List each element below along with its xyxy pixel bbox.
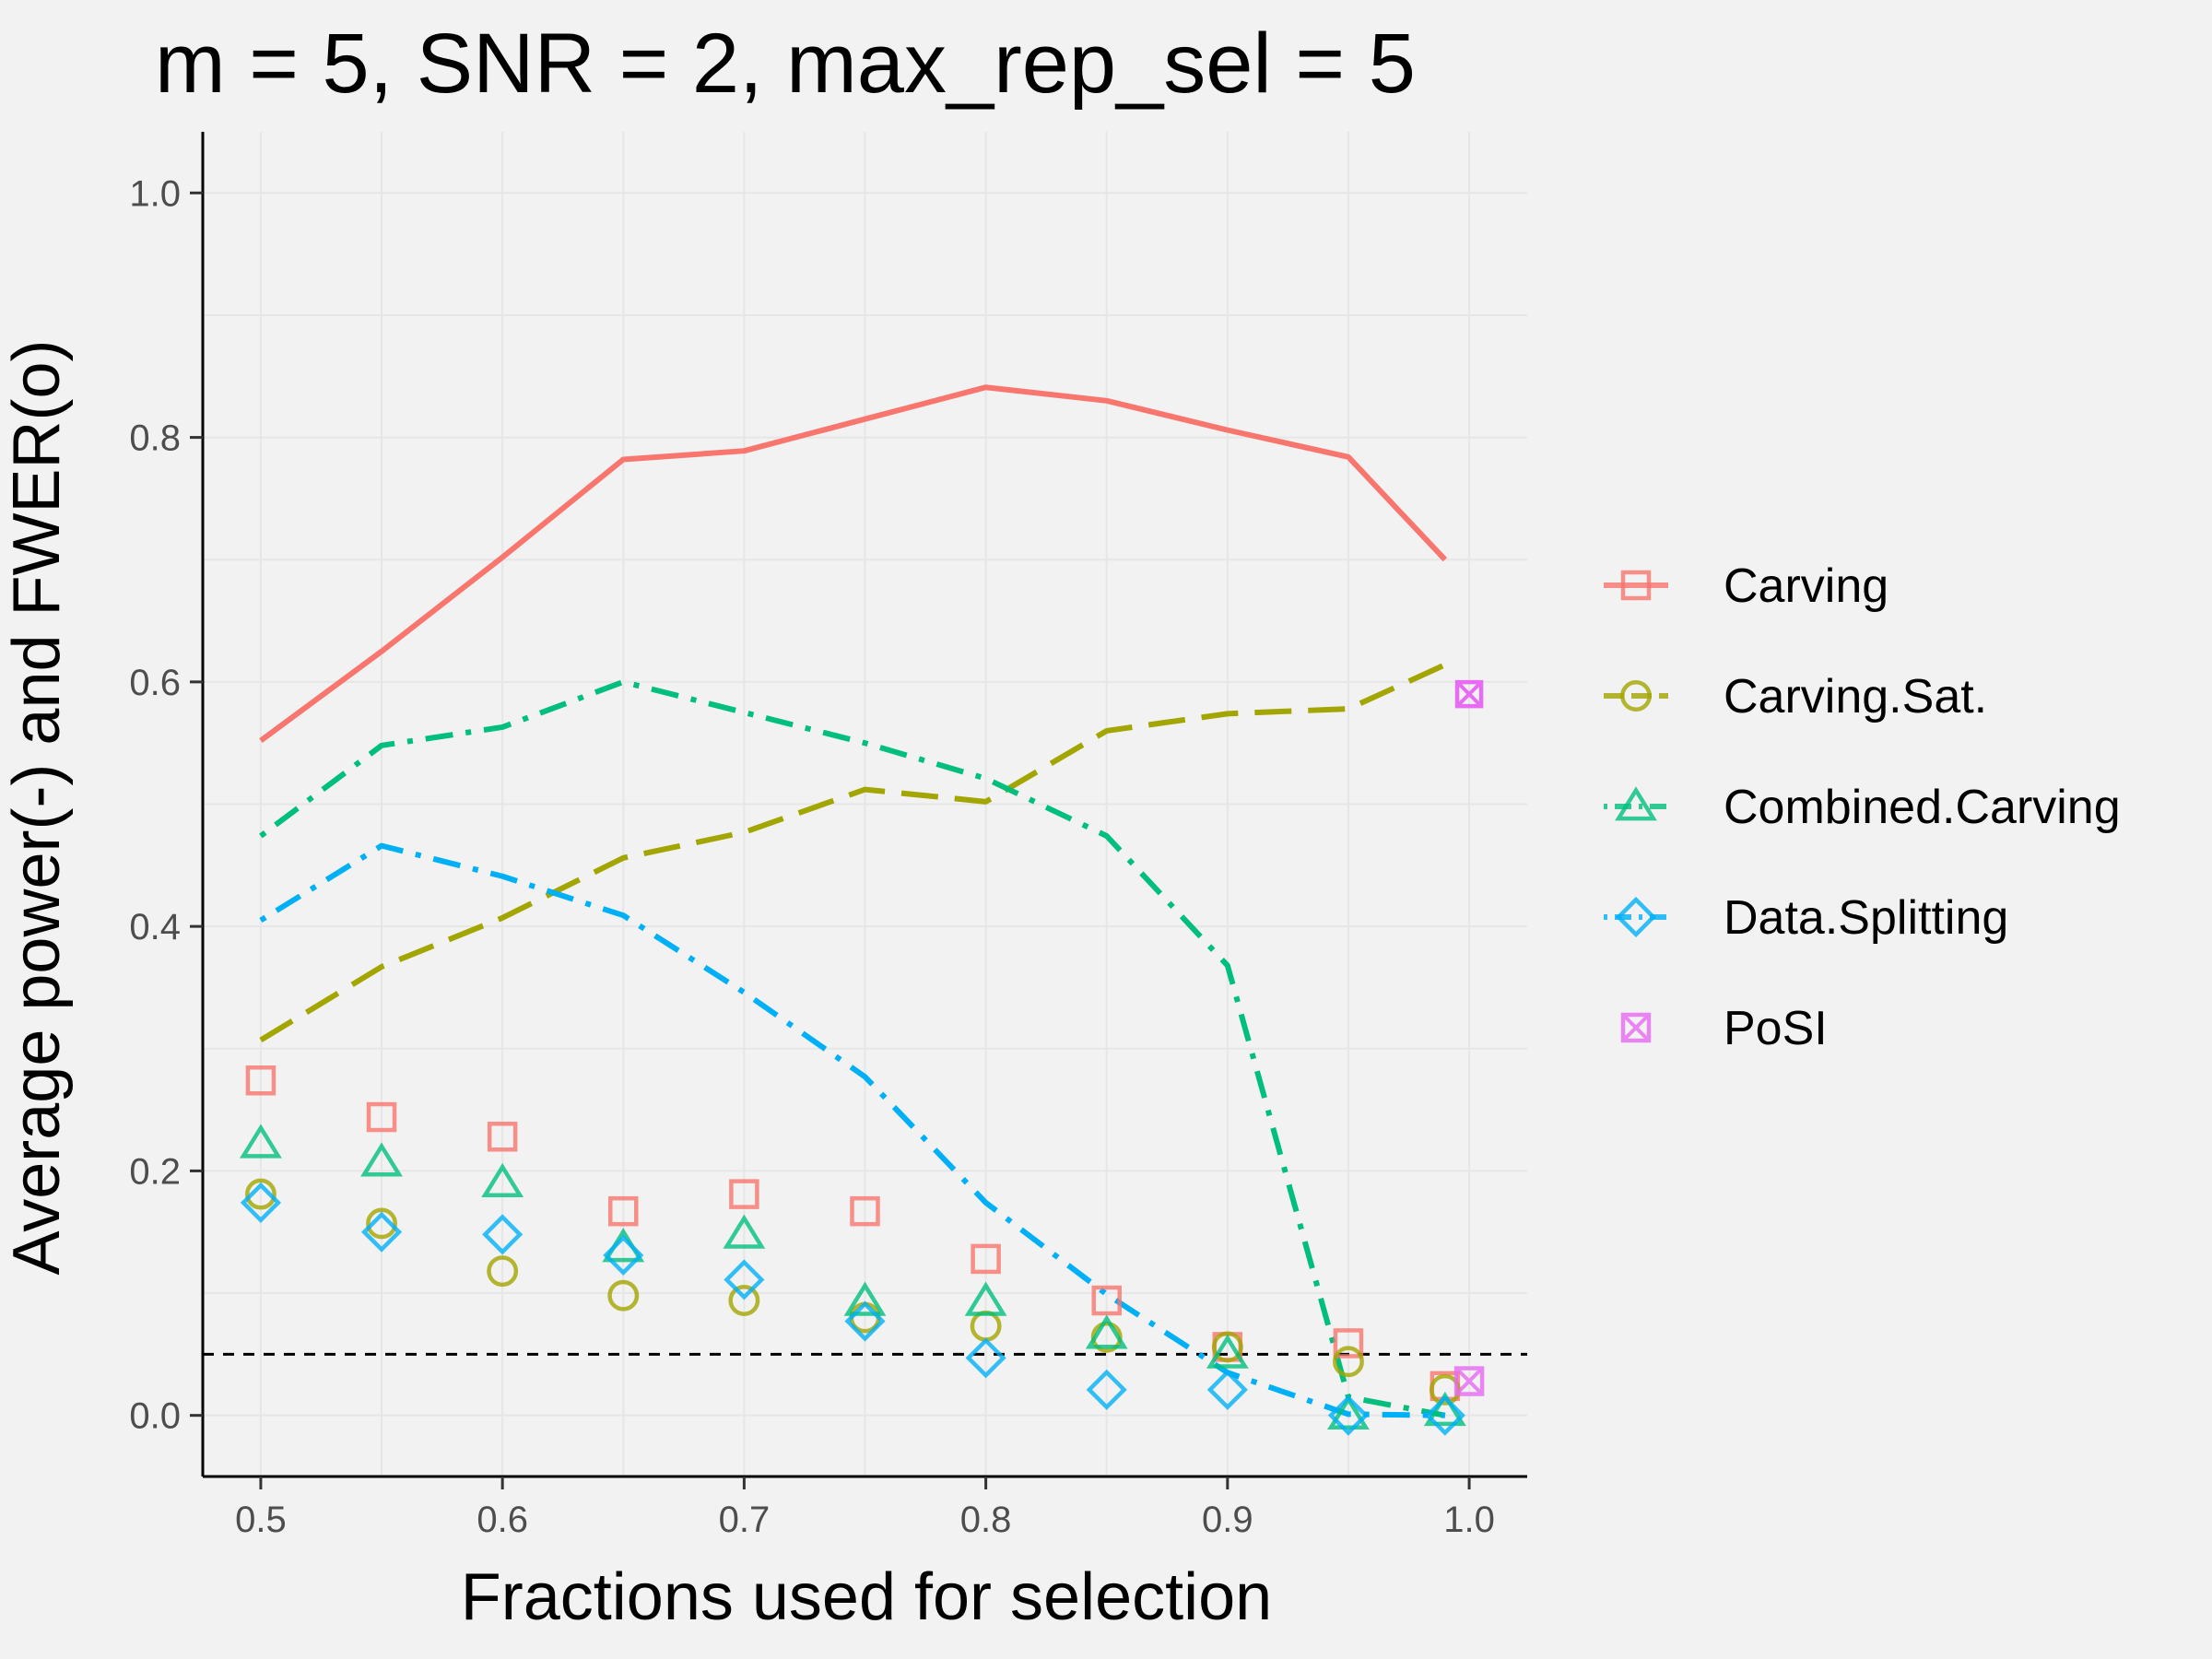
legend-marker — [1615, 896, 1657, 938]
fwer-point-combined-carving — [1327, 1394, 1370, 1430]
fwer-point-carving-sat — [1211, 1331, 1243, 1363]
fwer-point-data-splitting — [603, 1234, 644, 1277]
legend-label: Carving — [1724, 559, 1888, 613]
fwer-point-combined-carving — [1206, 1334, 1249, 1369]
legend-item-data-splitting: Data.Splitting — [1604, 891, 2008, 945]
fwer-point-data-splitting — [1327, 1394, 1370, 1436]
legend-item-carving: Carving — [1604, 559, 1888, 613]
fwer-point-carving — [971, 1243, 1001, 1275]
legend-marker — [1620, 1012, 1652, 1043]
chart-title: m = 5, SNR = 2, max_rep_sel = 5 — [155, 17, 1416, 111]
x-axis-title: Fractions used for selection — [461, 1560, 1272, 1634]
fwer-point-carving — [366, 1101, 397, 1133]
fwer-point-carving — [1091, 1285, 1122, 1316]
legend-label: Combined.Carving — [1724, 781, 2121, 834]
fwer-point-carving — [850, 1195, 880, 1227]
series-line-carving — [259, 384, 1448, 743]
y-tick-label: 0.4 — [129, 907, 181, 947]
fwer-point-carving-sat — [1333, 1346, 1364, 1378]
fwer-points-posi — [1453, 1366, 1485, 1396]
series-line-data-splitting — [259, 842, 1445, 1418]
x-tick-label: 0.9 — [1202, 1500, 1253, 1540]
legend-marker — [1615, 786, 1657, 821]
fwer-point-combined-carving — [964, 1281, 1007, 1316]
fwer-point-carving-sat — [607, 1279, 640, 1312]
fwer-point-carving — [245, 1065, 276, 1096]
fwer-point-carving-sat — [728, 1285, 760, 1316]
x-tick-label: 1.0 — [1443, 1500, 1495, 1540]
legend-marker — [1620, 570, 1652, 601]
fwer-point-combined-carving — [723, 1214, 766, 1249]
fwer-point-data-splitting — [1206, 1369, 1248, 1410]
fwer-point-combined-carving — [843, 1281, 887, 1316]
fwer-point-data-splitting — [844, 1300, 886, 1342]
fwer-point-carving-sat — [366, 1207, 397, 1240]
series-lines — [259, 384, 1448, 1418]
y-tick-label: 0.8 — [129, 418, 181, 459]
fwer-point-combined-carving — [360, 1142, 403, 1177]
legend-item-combined-carving: Combined.Carving — [1604, 781, 2121, 834]
series-points — [240, 679, 1485, 1436]
legend-label: Carving.Sat. — [1724, 670, 1987, 724]
axes: 0.5 0.6 0.7 0.8 0.9 1.0 0.0 0.2 0.4 0.6 0.8 1.0 — [129, 132, 1527, 1540]
power-point-posi — [1454, 679, 1484, 709]
y-tick-label: 0.6 — [129, 663, 181, 703]
y-tick-label: 1.0 — [129, 173, 181, 214]
x-tick-label: 0.5 — [235, 1500, 287, 1540]
legend-label: Data.Splitting — [1724, 891, 2008, 945]
grid — [203, 132, 1527, 1477]
fwer-points-data-splitting — [240, 1182, 1465, 1436]
fwer-point-carving — [729, 1179, 759, 1209]
fwer-point-data-splitting — [965, 1337, 1006, 1379]
series-line-carving-sat — [259, 662, 1447, 1043]
legend: Carving Carving.Sat. Combined.Carving Data.… — [1604, 559, 2121, 1055]
legend-item-carving-sat: Carving.Sat. — [1604, 670, 1987, 724]
x-tick-label: 0.7 — [719, 1500, 771, 1540]
y-axis-title: Average power(-) and FWER(o) — [0, 340, 74, 1276]
fwer-point-combined-carving — [1423, 1391, 1466, 1427]
fwer-point-data-splitting — [1086, 1369, 1127, 1410]
x-tick-label: 0.8 — [960, 1500, 1012, 1540]
fwer-point-carving — [487, 1122, 518, 1152]
fwer-point-data-splitting — [724, 1259, 765, 1300]
fwer-point-carving-sat — [244, 1178, 276, 1210]
y-tick-label: 0.2 — [129, 1151, 181, 1192]
fwer-point-combined-carving — [240, 1124, 282, 1159]
fwer-point-posi — [1453, 1366, 1485, 1396]
fwer-point-carving — [608, 1195, 639, 1227]
fwer-point-data-splitting — [482, 1214, 524, 1255]
fwer-point-data-splitting — [360, 1211, 403, 1253]
fwer-point-data-splitting — [240, 1182, 282, 1223]
series-line-combined-carving — [259, 678, 1446, 1418]
fwer-point-carving — [1333, 1328, 1364, 1359]
fwer-point-carving-sat — [487, 1255, 519, 1288]
y-tick-label: 0.0 — [129, 1396, 181, 1437]
x-tick-label: 0.6 — [477, 1500, 528, 1540]
legend-item-posi: PoSI — [1620, 1002, 1828, 1055]
fwer-point-combined-carving — [1085, 1314, 1128, 1349]
fwer-point-data-splitting — [1424, 1394, 1465, 1436]
legend-label: PoSI — [1724, 1002, 1828, 1055]
legend-marker — [1620, 680, 1652, 712]
fwer-point-combined-carving — [481, 1162, 524, 1198]
